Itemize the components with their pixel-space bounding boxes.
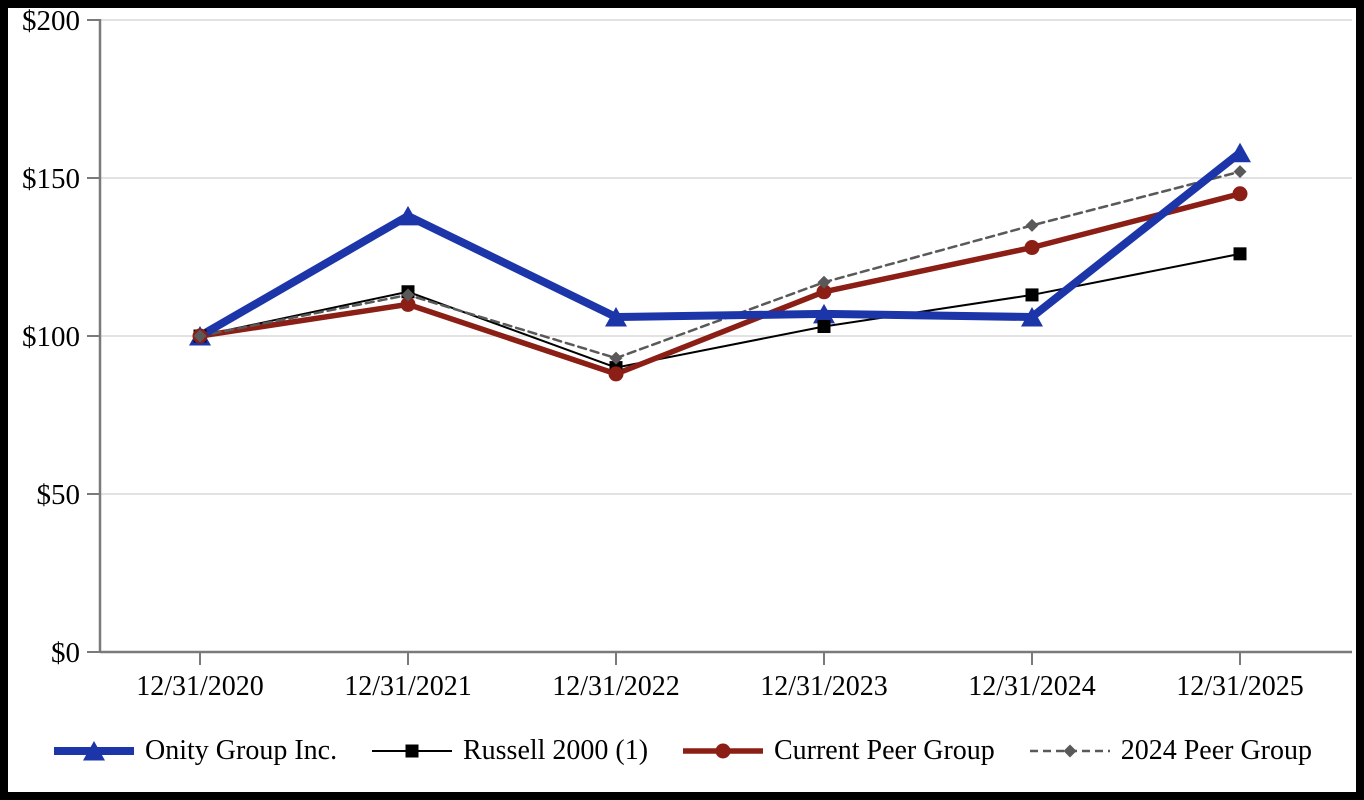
legend-swatch-2024-peer-group bbox=[1029, 744, 1110, 758]
x-axis-tick-label: 12/31/2021 bbox=[344, 671, 472, 702]
y-axis-tick-label: $150 bbox=[22, 163, 80, 195]
legend-marker-diamond bbox=[1063, 744, 1077, 758]
series-line-current-peer-group bbox=[197, 191, 1243, 377]
series-line-onity-group-inc bbox=[196, 148, 1244, 340]
data-point-marker-current-peer-group bbox=[816, 284, 832, 300]
legend-label: Current Peer Group bbox=[773, 735, 995, 766]
series-line-2024-peer-group bbox=[198, 170, 1242, 360]
legend-item-russell-2000-1: Russell 2000 (1) bbox=[370, 735, 648, 767]
data-point-marker-current-peer-group bbox=[1232, 186, 1248, 202]
y-axis-tick-label: $200 bbox=[22, 5, 80, 37]
legend-swatch-onity-group-inc bbox=[54, 741, 134, 761]
x-axis-tick-label: 12/31/2023 bbox=[760, 671, 888, 702]
x-axis-tick-label: 12/31/2022 bbox=[552, 671, 680, 702]
data-point-marker-2024-peer-group bbox=[817, 275, 831, 289]
legend-label: 2024 Peer Group bbox=[1120, 735, 1312, 766]
x-axis-tick-label: 12/31/2025 bbox=[1176, 671, 1304, 702]
legend-item-onity-group-inc: Onity Group Inc. bbox=[52, 735, 337, 767]
data-point-marker-current-peer-group bbox=[1024, 240, 1040, 256]
legend-marker-circle bbox=[715, 743, 731, 759]
data-point-marker-russell-2000-1 bbox=[1025, 288, 1039, 302]
data-point-marker-2024-peer-group bbox=[1025, 218, 1039, 232]
x-axis-tick-label: 12/31/2020 bbox=[136, 671, 264, 702]
legend: Onity Group Inc. Russell 2000 (1) Current … bbox=[52, 735, 1312, 767]
legend-item-current-peer-group: Current Peer Group bbox=[681, 735, 995, 767]
legend-marker-triangle bbox=[83, 741, 105, 761]
legend-swatch-russell-2000-1 bbox=[371, 744, 452, 758]
data-point-marker-2024-peer-group bbox=[193, 329, 207, 343]
legend-item-2024-peer-group: 2024 Peer Group bbox=[1028, 735, 1312, 767]
data-point-marker-onity-group-inc bbox=[813, 303, 835, 324]
legend-marker-square bbox=[405, 744, 419, 758]
legend-label: Russell 2000 (1) bbox=[462, 735, 649, 766]
data-point-marker-2024-peer-group bbox=[1233, 165, 1247, 179]
data-point-marker-2024-peer-group bbox=[609, 351, 623, 365]
data-point-marker-onity-group-inc bbox=[1021, 307, 1043, 327]
data-point-marker-russell-2000-1 bbox=[1233, 247, 1247, 261]
legend-swatch-current-peer-group bbox=[682, 743, 763, 759]
y-axis-tick-label: $0 bbox=[51, 637, 80, 669]
legend-label: Onity Group Inc. bbox=[145, 735, 338, 766]
data-point-marker-onity-group-inc bbox=[397, 205, 419, 226]
y-axis-tick-label: $50 bbox=[37, 479, 81, 511]
data-point-marker-onity-group-inc bbox=[605, 307, 627, 327]
data-point-marker-current-peer-group bbox=[400, 296, 416, 312]
x-axis-tick-label: 12/31/2024 bbox=[968, 671, 1096, 702]
data-point-marker-onity-group-inc bbox=[1229, 142, 1251, 163]
data-point-marker-russell-2000-1 bbox=[817, 320, 831, 334]
data-point-marker-current-peer-group bbox=[608, 366, 624, 382]
y-axis-tick-label: $100 bbox=[22, 321, 80, 353]
data-point-marker-2024-peer-group bbox=[401, 288, 415, 302]
